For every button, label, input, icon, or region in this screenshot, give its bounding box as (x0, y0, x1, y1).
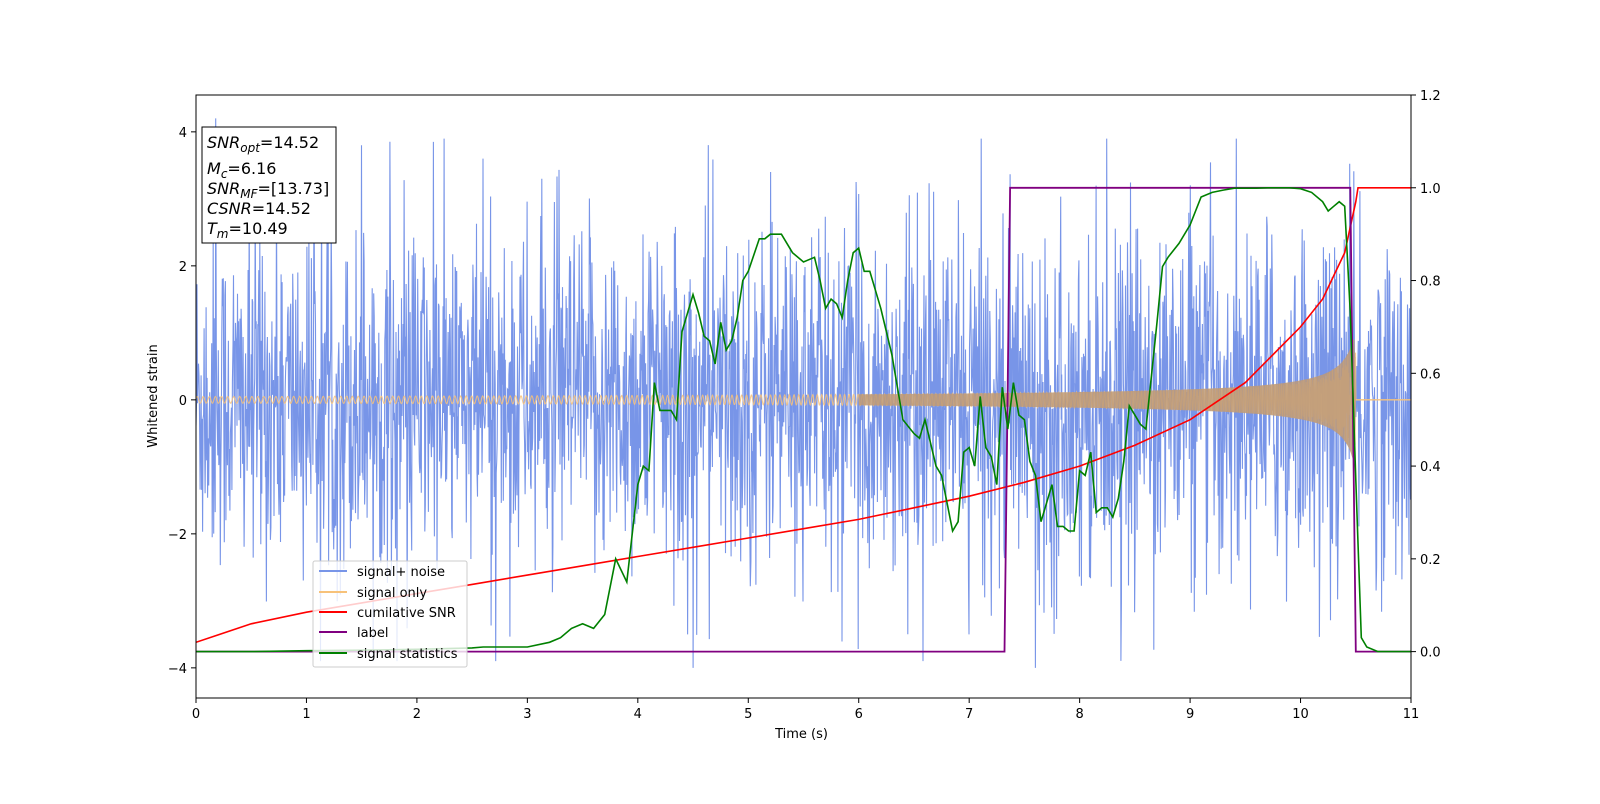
y-left-tick-label: 2 (179, 260, 187, 275)
info-mc: Mc=6.16 (207, 159, 276, 181)
y-right-tick-label: 0.0 (1420, 646, 1441, 661)
x-tick-label: 11 (1403, 707, 1420, 722)
y-axis-label: Whitened strain (146, 344, 161, 447)
legend-item-signal-only: signal only (319, 586, 427, 601)
info-snr-mf: SNRMF=[13.73] (207, 179, 329, 201)
legend-label-label: label (357, 626, 388, 641)
x-tick-label: 4 (634, 707, 642, 722)
y-right-axis-ticks: 0.0 0.2 0.4 0.6 0.8 1.0 1.2 (1411, 89, 1441, 661)
x-tick-label: 1 (302, 707, 310, 722)
signal-noise-trace (196, 118, 1411, 668)
x-tick-label: 6 (855, 707, 863, 722)
x-tick-label: 3 (523, 707, 531, 722)
legend-item-signal-statistics: signal statistics (319, 647, 458, 662)
x-axis-label: Time (s) (774, 727, 828, 742)
y-left-tick-label: −4 (168, 662, 187, 677)
signal-only-envelope (858, 339, 1356, 461)
legend-item-cumulative-snr: cumilative SNR (319, 606, 456, 621)
series-label (196, 186, 1411, 653)
x-tick-label: 5 (744, 707, 752, 722)
info-csnr: CSNR=14.52 (207, 199, 311, 218)
y-left-tick-label: 0 (179, 394, 187, 409)
y-right-tick-label: 1.2 (1420, 89, 1441, 104)
legend-label-signal-noise: signal+ noise (357, 565, 445, 580)
legend-label-signal-only: signal only (357, 586, 427, 601)
y-right-tick-label: 1.0 (1420, 182, 1441, 197)
x-tick-label: 9 (1186, 707, 1194, 722)
series-signal-statistics (196, 187, 1411, 653)
y-left-tick-label: −2 (168, 528, 187, 543)
plot-frame (195, 94, 1412, 699)
x-tick-label: 2 (413, 707, 421, 722)
y-right-tick-label: 0.2 (1420, 553, 1441, 568)
info-tm: Tm=10.49 (207, 219, 288, 241)
y-right-tick-label: 0.4 (1420, 460, 1441, 475)
legend: signal+ noise signal only cumilative SNR… (312, 560, 468, 668)
series-layer (196, 118, 1411, 668)
series-signal-noise (196, 118, 1411, 668)
series-signal-only (196, 339, 1411, 461)
legend-item-signal-noise: signal+ noise (319, 565, 445, 580)
info-snr-opt: SNRopt=14.52 (207, 133, 319, 155)
y-left-tick-label: 4 (179, 126, 187, 141)
x-tick-label: 0 (192, 707, 200, 722)
y-left-axis-ticks: −4 −2 0 2 4 (168, 126, 196, 677)
info-box: SNRopt=14.52 Mc=6.16 SNRMF=[13.73] CSNR=… (201, 126, 337, 244)
legend-label-cumulative-snr: cumilative SNR (357, 606, 456, 621)
y-right-tick-label: 0.8 (1420, 275, 1441, 290)
x-tick-label: 10 (1292, 707, 1309, 722)
x-axis-ticks: 0 1 2 3 4 5 6 7 8 9 10 11 (192, 698, 1419, 722)
x-tick-label: 7 (965, 707, 973, 722)
legend-item-label: label (319, 626, 388, 641)
legend-label-signal-statistics: signal statistics (357, 647, 458, 662)
x-tick-label: 8 (1075, 707, 1083, 722)
y-right-tick-label: 0.6 (1420, 367, 1441, 382)
